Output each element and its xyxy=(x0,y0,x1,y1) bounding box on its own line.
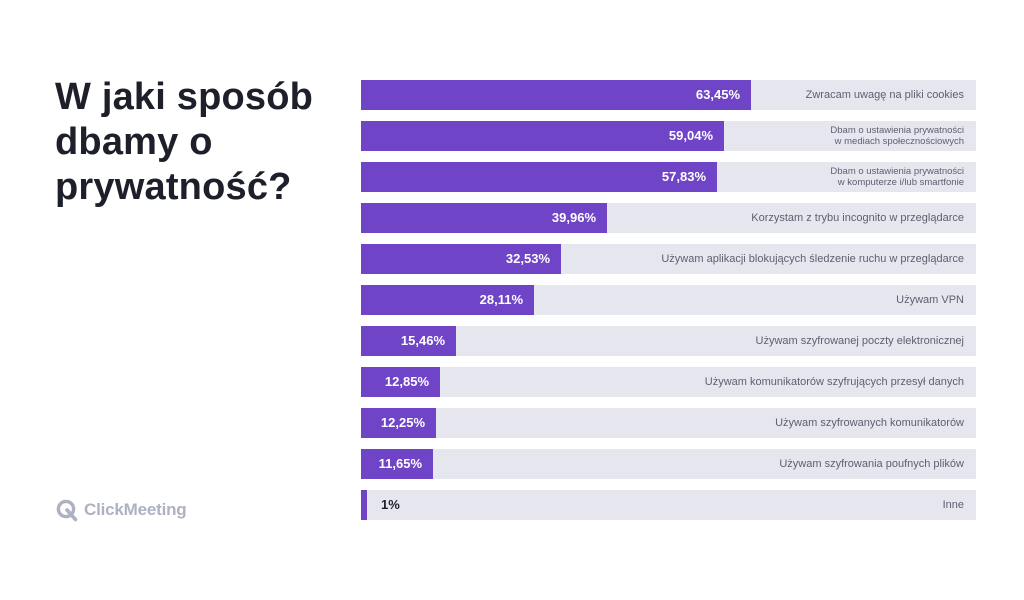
bar-value-label: 15,46% xyxy=(400,333,445,348)
clickmeeting-q-icon xyxy=(56,499,78,522)
chart-title-line: W jaki sposób xyxy=(55,76,314,118)
category-label-line: Używam aplikacji blokujących śledzenie r… xyxy=(661,253,964,265)
category-label-line: Używam szyfrowanej poczty elektronicznej xyxy=(755,335,964,347)
bar-value-label: 39,96% xyxy=(551,210,596,225)
bar-row: 32,53% Używam aplikacji blokujących śledz… xyxy=(361,244,976,274)
bar-row: 39,96% Korzystam z trybu incognito w prze… xyxy=(361,203,976,233)
category-label: Korzystam z trybu incognito w przeglądar… xyxy=(751,203,964,233)
category-label: Używam komunikatorów szyfrujących przesy… xyxy=(705,367,964,397)
bar-value-label: 1% xyxy=(381,497,400,512)
category-label-line: Korzystam z trybu incognito w przeglądar… xyxy=(751,212,964,224)
bar xyxy=(361,367,440,397)
bar-value-label: 59,04% xyxy=(668,128,713,143)
bar-value-label: 12,85% xyxy=(384,374,429,389)
bar-row: 12,25% Używam szyfrowanych komunikatorów xyxy=(361,408,976,438)
bar xyxy=(361,162,717,192)
category-label-line: Używam VPN xyxy=(896,294,964,306)
bar xyxy=(361,326,456,356)
bar xyxy=(361,490,367,520)
category-label: Używam szyfrowanej poczty elektronicznej xyxy=(756,326,964,356)
bar xyxy=(361,121,724,151)
bar-value-label: 32,53% xyxy=(505,251,550,266)
bar-row: 12,85% Używam komunikatorów szyfrujących … xyxy=(361,367,976,397)
horizontal-bar-chart: 63,45% Zwracam uwagę na pliki cookies 59,0… xyxy=(361,80,976,520)
category-label: Używam szyfrowanych komunikatorów xyxy=(775,408,964,438)
category-label: Używam aplikacji blokujących śledzenie r… xyxy=(661,244,964,274)
category-label-line: Używam szyfrowania poufnych plików xyxy=(779,458,964,470)
category-label-line: Inne xyxy=(942,499,964,511)
chart-title-line: dbamy o xyxy=(55,121,213,163)
logo-wordmark: ClickMeeting xyxy=(84,500,187,519)
category-label: Inne xyxy=(943,490,964,520)
brand-logo: ClickMeeting xyxy=(55,498,187,522)
bar-value-label: 12,25% xyxy=(380,415,425,430)
category-label-line: Używam komunikatorów szyfrujących przesy… xyxy=(704,376,964,388)
bar-row: 11,65% Używam szyfrowania poufnych plików xyxy=(361,449,976,479)
category-label-line: w mediach społecznościowych xyxy=(834,136,964,147)
bar-row: 57,83% Dbam o ustawienia prywatności w kom… xyxy=(361,162,976,192)
chart-title: W jaki sposób dbamy o prywatność? xyxy=(55,75,345,210)
bar xyxy=(361,285,534,315)
bar-row: 15,46% Używam szyfrowanej poczty elektron… xyxy=(361,326,976,356)
category-label-line: Używam szyfrowanych komunikatorów xyxy=(775,417,964,429)
bar xyxy=(361,244,561,274)
bar-value-label: 28,11% xyxy=(479,292,523,307)
category-label-line: Dbam o ustawienia prywatności xyxy=(830,125,964,136)
category-label-line: Dbam o ustawienia prywatności xyxy=(830,166,964,177)
bar xyxy=(361,203,607,233)
category-label-line: Zwracam uwagę na pliki cookies xyxy=(805,89,964,101)
bar-value-label: 63,45% xyxy=(695,87,740,102)
category-label: Dbam o ustawienia prywatności w komputerz… xyxy=(830,162,964,192)
category-label: Zwracam uwagę na pliki cookies xyxy=(806,80,964,110)
bar-value-label: 11,65% xyxy=(378,456,422,471)
chart-title-line: prywatność? xyxy=(55,166,292,208)
category-label: Dbam o ustawienia prywatności w mediach s… xyxy=(830,121,964,151)
bar-value-label: 57,83% xyxy=(661,169,706,184)
bar-row: 1% Inne xyxy=(361,490,976,520)
bar-row: 63,45% Zwracam uwagę na pliki cookies xyxy=(361,80,976,110)
category-label-line: w komputerze i/lub smartfonie xyxy=(837,177,964,188)
bar xyxy=(361,80,751,110)
bar xyxy=(361,408,436,438)
category-label: Używam VPN xyxy=(896,285,964,315)
category-label: Używam szyfrowania poufnych plików xyxy=(779,449,964,479)
bar-row: 59,04% Dbam o ustawienia prywatności w med… xyxy=(361,121,976,151)
bar xyxy=(361,449,433,479)
bar-row: 28,11% Używam VPN xyxy=(361,285,976,315)
